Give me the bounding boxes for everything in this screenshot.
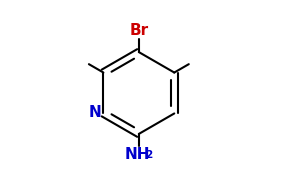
Text: N: N (88, 105, 101, 120)
Text: Br: Br (129, 23, 148, 38)
Text: 2: 2 (145, 150, 152, 160)
Text: NH: NH (124, 147, 150, 162)
